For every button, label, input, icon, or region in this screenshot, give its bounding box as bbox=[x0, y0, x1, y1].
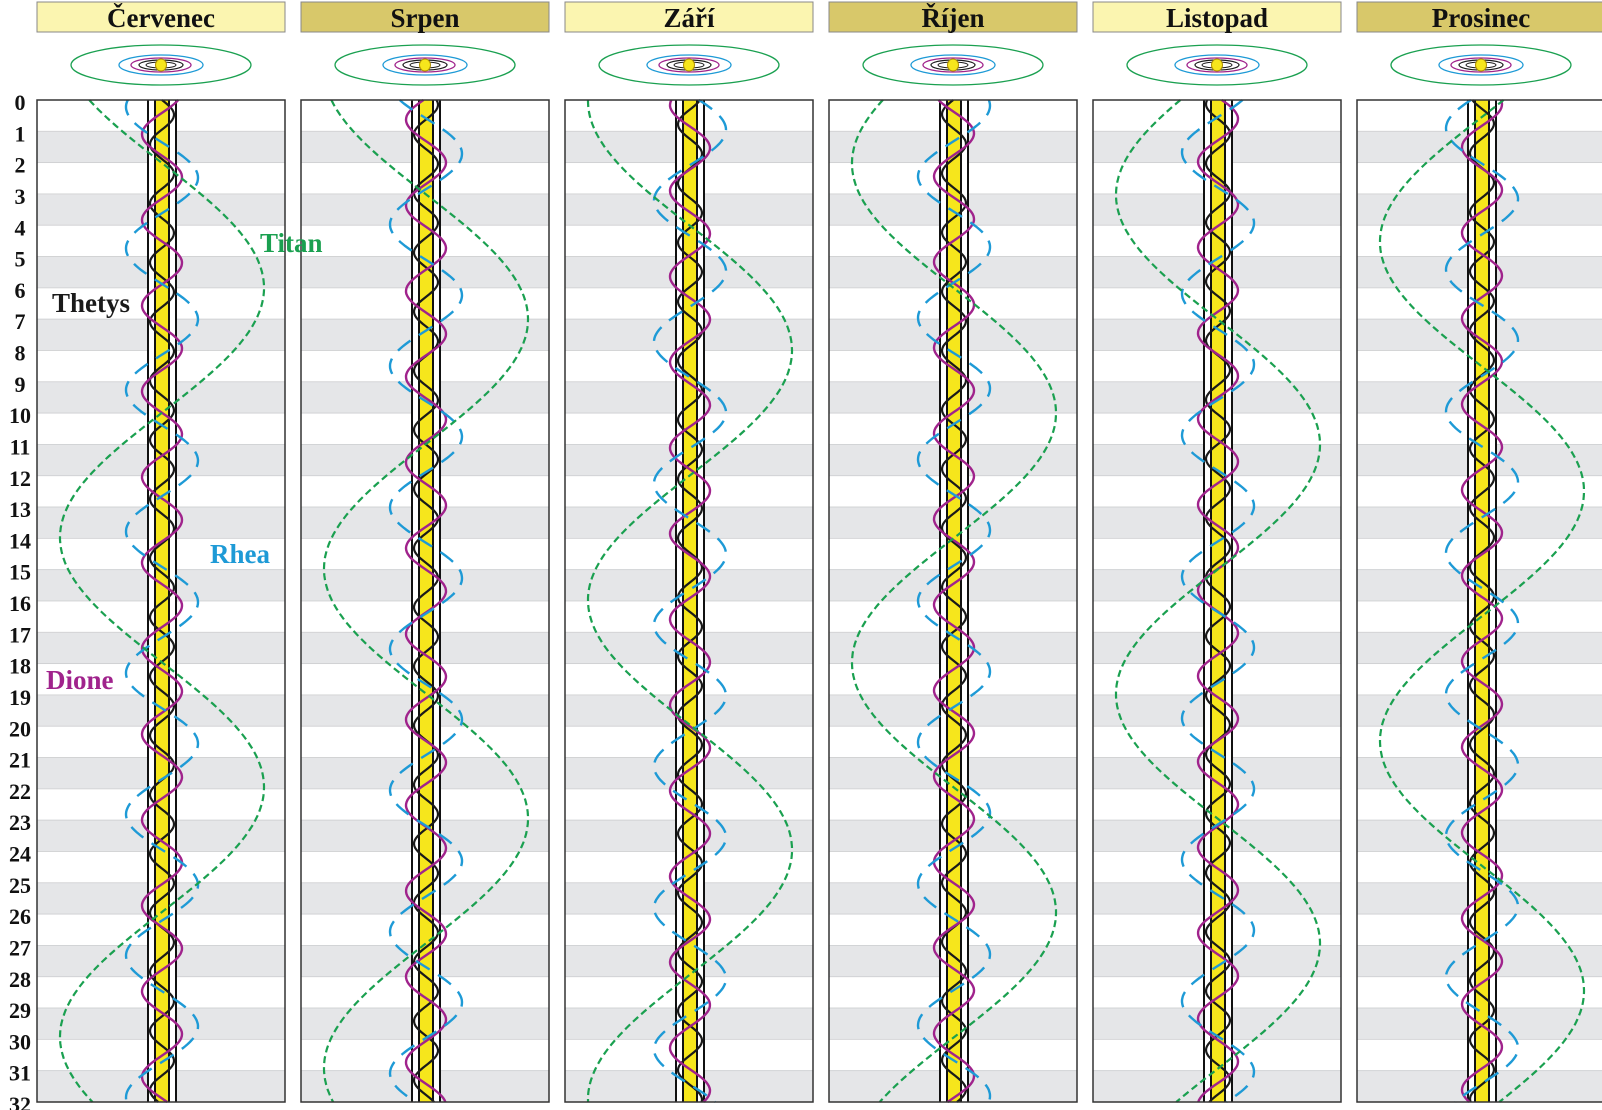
day-tick: 5 bbox=[15, 247, 26, 272]
month-header bbox=[36, 1, 286, 33]
label-titan: Titan bbox=[260, 228, 323, 258]
day-tick: 10 bbox=[9, 403, 31, 428]
orbit-view-icon bbox=[598, 44, 780, 86]
panel-frame bbox=[36, 99, 286, 1103]
day-tick: 29 bbox=[9, 998, 31, 1023]
day-tick: 0 bbox=[15, 90, 26, 115]
day-tick: 4 bbox=[15, 215, 26, 240]
month-label: Prosinec bbox=[1432, 3, 1530, 33]
month-label: Říjen bbox=[922, 3, 985, 33]
month-header bbox=[300, 1, 550, 33]
orbit-view-icon bbox=[1390, 44, 1572, 86]
orbit-view-icon bbox=[1126, 44, 1308, 86]
orbit-curve-titan bbox=[1114, 99, 1322, 1103]
orbit-curve-titan bbox=[586, 100, 794, 1103]
orbit-curve-titan bbox=[850, 99, 1058, 1103]
day-tick: 22 bbox=[9, 779, 31, 804]
day-tick: 27 bbox=[9, 935, 31, 960]
month-label: Srpen bbox=[390, 3, 459, 33]
orbit-curve-rhea bbox=[1180, 99, 1256, 1104]
day-tick: 14 bbox=[9, 528, 31, 553]
day-axis: 0123456789101112131415161718192021222324… bbox=[9, 90, 31, 1110]
month-panel: Srpen bbox=[300, 1, 550, 1103]
day-tick: 1 bbox=[15, 121, 26, 146]
month-label: Červenec bbox=[107, 3, 215, 33]
month-panel: Červenec bbox=[36, 1, 286, 1103]
day-tick: 16 bbox=[9, 591, 31, 616]
orbit-view-icon bbox=[862, 44, 1044, 86]
orbit-curve-dione bbox=[932, 99, 976, 1103]
month-panel: Listopad bbox=[1092, 1, 1342, 1104]
orbit-curve-dione bbox=[140, 99, 184, 1103]
day-tick: 19 bbox=[9, 685, 31, 710]
day-tick: 20 bbox=[9, 716, 31, 741]
orbit-curve-rhea bbox=[388, 99, 464, 1103]
label-rhea: Rhea bbox=[210, 539, 270, 569]
orbit-curve-thetys bbox=[940, 99, 968, 1103]
month-panel: Září bbox=[564, 1, 814, 1103]
day-tick: 23 bbox=[9, 810, 31, 835]
month-panel: Prosinec bbox=[1356, 1, 1602, 1103]
panel-frame bbox=[564, 99, 814, 1103]
month-panel: Říjen bbox=[828, 1, 1078, 1103]
orbit-view-icon bbox=[70, 44, 252, 86]
panel-frame bbox=[828, 99, 1078, 1103]
day-tick: 2 bbox=[15, 153, 26, 178]
orbit-curve-thetys bbox=[676, 99, 704, 1103]
orbit-curve-thetys bbox=[1204, 99, 1232, 1103]
month-panels: Červenec Srpen Září Říjen Listopad Prosinec bbox=[36, 1, 1602, 1104]
day-tick: 18 bbox=[9, 654, 31, 679]
orbit-curve-rhea bbox=[916, 99, 992, 1103]
day-tick: 26 bbox=[9, 904, 31, 929]
label-dione: Dione bbox=[46, 665, 114, 695]
orbit-curve-dione bbox=[1460, 99, 1504, 1103]
day-tick: 7 bbox=[15, 309, 26, 334]
orbit-curve-dione bbox=[668, 99, 712, 1103]
month-header bbox=[828, 1, 1078, 33]
month-header bbox=[564, 1, 814, 33]
orbit-view-icon bbox=[334, 44, 516, 86]
orbit-curve-rhea bbox=[1444, 99, 1520, 1103]
orbit-curve-rhea bbox=[652, 99, 728, 1103]
day-tick: 15 bbox=[9, 560, 31, 585]
day-tick: 21 bbox=[9, 748, 31, 773]
panel-frame bbox=[300, 99, 550, 1103]
day-tick: 24 bbox=[9, 842, 31, 867]
day-tick: 12 bbox=[9, 466, 31, 491]
orbit-curve-rhea bbox=[124, 99, 200, 1103]
orbit-curve-dione bbox=[404, 99, 448, 1103]
day-tick: 3 bbox=[15, 184, 26, 209]
month-label: Září bbox=[664, 3, 715, 33]
orbit-curve-titan bbox=[322, 99, 530, 1103]
day-tick: 11 bbox=[10, 434, 31, 459]
day-tick: 13 bbox=[9, 497, 31, 522]
month-header bbox=[1092, 1, 1342, 33]
day-tick: 31 bbox=[9, 1061, 31, 1086]
day-tick: 28 bbox=[9, 967, 31, 992]
month-label: Listopad bbox=[1166, 3, 1268, 33]
orbit-curve-thetys bbox=[148, 99, 176, 1103]
day-tick: 30 bbox=[9, 1029, 31, 1054]
month-header bbox=[1356, 1, 1602, 33]
label-thetys: Thetys bbox=[52, 288, 130, 318]
day-tick: 6 bbox=[15, 278, 26, 303]
day-tick: 32 bbox=[9, 1092, 31, 1110]
day-tick: 8 bbox=[15, 341, 26, 366]
day-tick: 25 bbox=[9, 873, 31, 898]
orbit-curve-thetys bbox=[1468, 99, 1496, 1103]
day-tick: 9 bbox=[15, 372, 26, 397]
moon-labels: Titan Thetys Rhea Dione bbox=[46, 228, 323, 695]
panel-frame bbox=[1092, 99, 1342, 1103]
orbit-curve-dione bbox=[1196, 99, 1240, 1103]
panel-frame bbox=[1356, 99, 1602, 1103]
day-tick: 17 bbox=[9, 622, 31, 647]
orbit-curve-thetys bbox=[412, 99, 440, 1103]
